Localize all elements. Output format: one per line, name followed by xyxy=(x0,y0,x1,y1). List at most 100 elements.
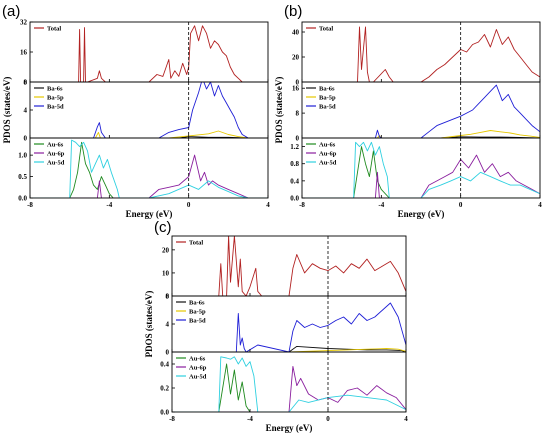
panel-label: (a) xyxy=(2,3,20,20)
y-tick-label: 0.4 xyxy=(160,361,169,369)
subplot-frame xyxy=(171,351,407,413)
x-tick-label: 0 xyxy=(187,201,191,209)
y-tick-label: 16 xyxy=(20,49,28,57)
legend-entry: Total xyxy=(47,25,61,32)
subplot-1: 0 16 32 Total xyxy=(20,19,269,87)
y-tick-label: 8 xyxy=(24,79,28,87)
y-tick-label: 8 xyxy=(166,293,170,301)
y-axis-label: PDOS (states/eV) xyxy=(2,77,12,144)
x-tick-label: -4 xyxy=(247,415,253,423)
x-tick-label: -4 xyxy=(106,201,112,209)
series-au-6p-line xyxy=(302,154,540,198)
subplot-frame xyxy=(29,21,269,83)
y-tick-label: 32 xyxy=(20,19,28,27)
legend-entry: Ba-5d xyxy=(47,103,64,110)
legend-entry: Ba-6s xyxy=(189,299,205,306)
y-tick-label: 0.4 xyxy=(290,177,299,185)
x-tick-label: -8 xyxy=(169,415,175,423)
series-ba-5d-line xyxy=(172,302,406,352)
subplot-frame xyxy=(171,295,407,353)
x-axis-label: Energy (eV) xyxy=(398,209,445,219)
subplot-3: 0.0 0.4 0.8 1.2 Au-6s Au-6p Au-5d xyxy=(290,137,541,203)
subplot-3: 0.0 0.5 1.0 Au-6s Au-6p Au-5d xyxy=(18,137,269,203)
x-tick-label: -8 xyxy=(299,201,305,209)
legend-entry: Ba-6s xyxy=(319,85,335,92)
series-ba-6s-line xyxy=(30,136,268,138)
y-tick-label: 0.8 xyxy=(290,160,299,168)
panel-label: (c) xyxy=(154,219,172,236)
x-axis-label: Energy (eV) xyxy=(126,209,173,219)
x-tick-label: 0 xyxy=(459,201,463,209)
x-tick-label: 4 xyxy=(266,201,270,209)
y-tick-label: 0.0 xyxy=(160,409,169,417)
subplot-2: 0 4 8 Ba-6s Ba-5p Ba-5d xyxy=(24,79,269,143)
y-tick-label: 0 xyxy=(166,349,170,357)
series-total-line xyxy=(302,26,540,82)
series-ba-5d-line xyxy=(302,84,540,138)
legend-entry: Au-6s xyxy=(189,355,206,362)
legend-entry: Ba-5p xyxy=(319,94,336,101)
x-tick-label: 4 xyxy=(538,201,542,209)
x-tick-label: 4 xyxy=(404,415,408,423)
series-au-5d-line xyxy=(30,139,268,198)
subplot-1: 0 20 40 Total xyxy=(292,21,541,87)
y-tick-label: 0 xyxy=(296,79,300,87)
legend-entry: Ba-5p xyxy=(189,308,206,315)
legend-entry: Au-5d xyxy=(319,159,337,166)
legend-entry: Ba-5d xyxy=(319,103,336,110)
x-axis-label: Energy (eV) xyxy=(266,423,313,433)
y-tick-label: 8 xyxy=(296,110,300,118)
y-tick-label: 20 xyxy=(162,246,170,254)
series-au-6s-line xyxy=(172,363,406,412)
series-ba-6s-line xyxy=(302,136,540,138)
subplot-3: 0.0 0.2 0.4 Au-6s Au-6p Au-5d xyxy=(160,351,407,417)
subplot-2: 0 8 16 Ba-6s Ba-5p Ba-5d xyxy=(292,81,541,143)
y-tick-label: 0.0 xyxy=(290,195,299,203)
series-total-line xyxy=(30,25,268,82)
y-tick-label: 0 xyxy=(24,79,28,87)
series-au-6p-line xyxy=(172,365,406,412)
y-tick-label: 4 xyxy=(166,321,170,329)
subplot-frame xyxy=(171,235,407,297)
y-tick-label: 20 xyxy=(292,54,300,62)
panel-label: (b) xyxy=(284,3,302,20)
legend-entry: Ba-5d xyxy=(189,317,206,324)
x-tick-label: -8 xyxy=(27,201,33,209)
chart-panel-a: (a) 0 16 32 Total 0 4 8 Ba-6s Ba-5p Ba-5d 0.0 0.5 1.0… xyxy=(2,3,270,219)
x-tick-label: 0 xyxy=(326,415,330,423)
series-ba-5p-line xyxy=(30,130,268,138)
series-au-5d-line xyxy=(172,356,406,412)
legend-entry: Au-6p xyxy=(47,150,65,157)
series-au-6s-line xyxy=(30,141,268,198)
series-ba-6s-line xyxy=(172,345,406,352)
y-tick-label: 4 xyxy=(24,107,28,115)
y-axis-label: PDOS (states/eV) xyxy=(274,77,284,144)
series-ba-5d-line xyxy=(30,82,268,138)
y-axis-label: PDOS (states/eV) xyxy=(144,291,154,358)
y-tick-label: 1.2 xyxy=(290,143,299,151)
legend-entry: Ba-5p xyxy=(47,94,64,101)
subplot-frame xyxy=(301,81,541,139)
series-au-6s-line xyxy=(302,146,540,198)
y-tick-label: 0 xyxy=(24,135,28,143)
subplot-frame xyxy=(29,137,269,199)
subplot-2: 0 4 8 Ba-6s Ba-5p Ba-5d xyxy=(166,293,407,357)
legend-entry: Au-6p xyxy=(189,364,207,371)
subplot-frame xyxy=(29,81,269,139)
subplot-frame xyxy=(301,137,541,199)
legend-entry: Au-5d xyxy=(47,159,65,166)
y-tick-label: 40 xyxy=(292,29,300,37)
legend-entry: Ba-6s xyxy=(47,85,63,92)
y-tick-label: 0 xyxy=(166,293,170,301)
subplot-1: 0 10 20 Total xyxy=(162,235,407,301)
chart-panel-c: (c) 0 10 20 Total 0 4 8 Ba-6s Ba-5p Ba-5d 0.0 0.2 0.4… xyxy=(144,219,408,433)
y-tick-label: 10 xyxy=(162,269,170,277)
y-tick-label: 0.0 xyxy=(18,195,27,203)
subplot-frame xyxy=(301,21,541,83)
legend-entry: Au-6p xyxy=(319,150,337,157)
y-tick-label: 1.0 xyxy=(18,152,27,160)
legend-entry: Au-5d xyxy=(189,373,207,380)
legend-entry: Total xyxy=(319,25,333,32)
